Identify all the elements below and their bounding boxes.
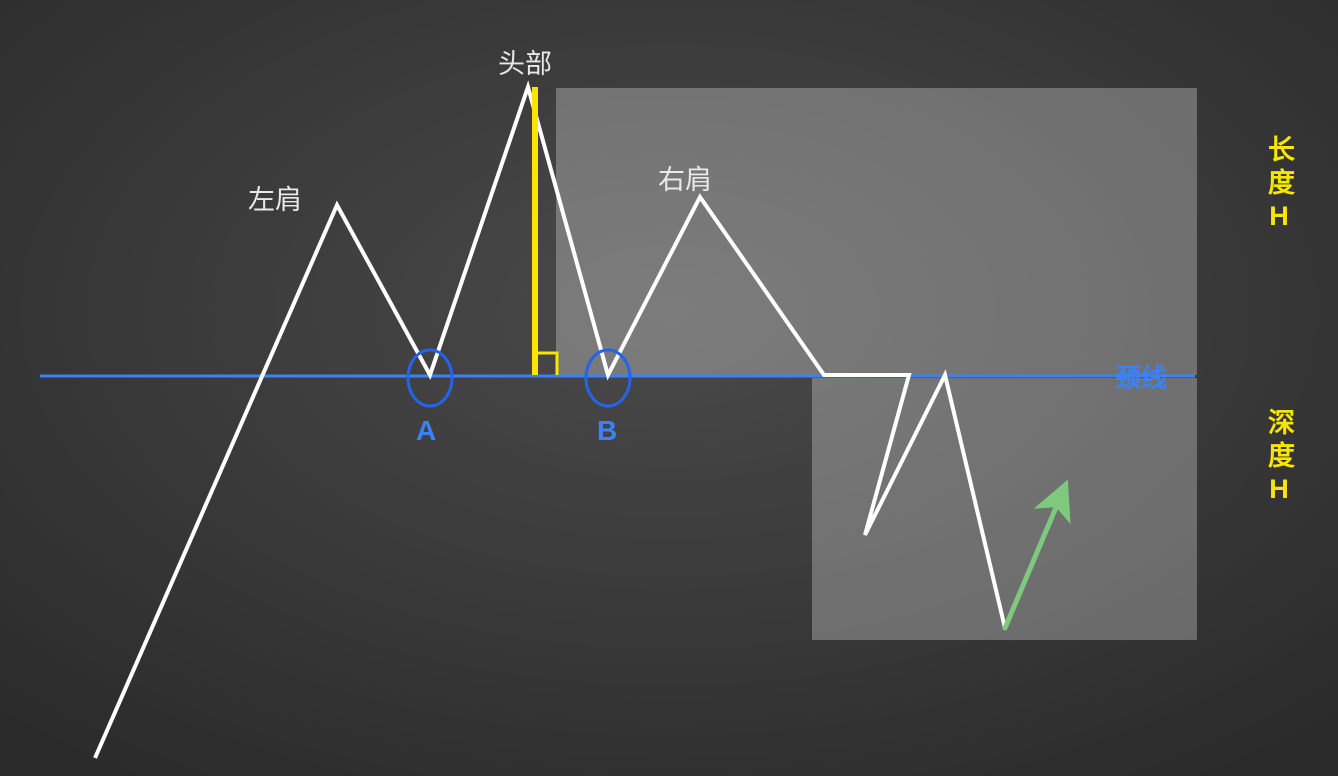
label-head: 头部 — [498, 42, 552, 81]
label-depth-h: 深度H — [1260, 408, 1299, 510]
label-neckline: 颈线 — [1115, 358, 1167, 395]
projection-box-lower — [812, 378, 1197, 640]
label-point-b: B — [597, 415, 617, 447]
label-point-a: A — [416, 415, 436, 447]
projection-box-upper — [556, 88, 1197, 375]
diagram-canvas: 左肩 头部 右肩 颈线 A B 长度H 深度H — [0, 0, 1338, 776]
label-height-h: 长度H — [1260, 135, 1299, 237]
label-left-shoulder: 左肩 — [248, 178, 302, 217]
label-right-shoulder: 右肩 — [658, 158, 712, 197]
